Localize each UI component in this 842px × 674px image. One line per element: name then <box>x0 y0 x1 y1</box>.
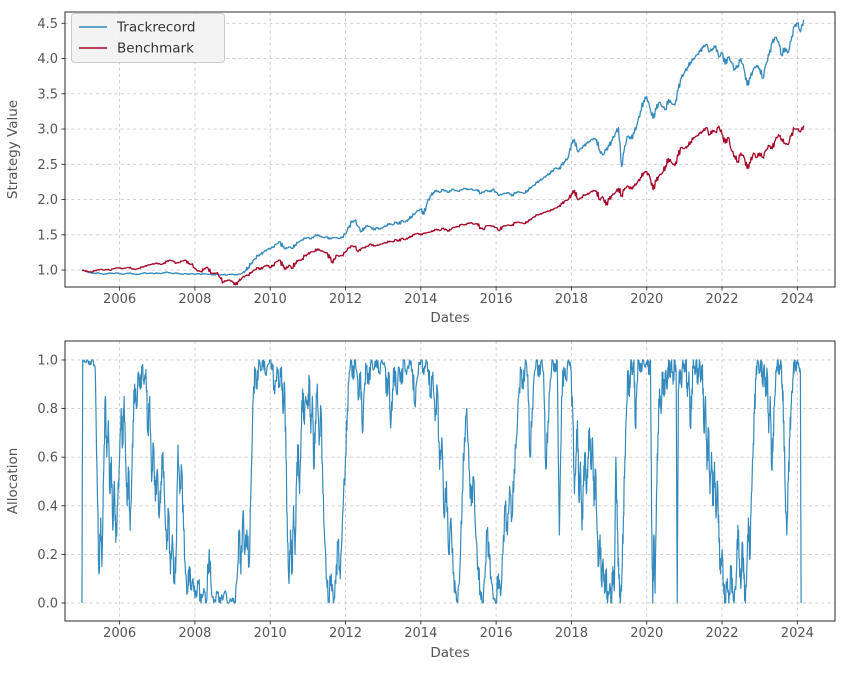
strategy-x-tick-label: 2024 <box>781 292 814 307</box>
strategy-x-tick-label: 2012 <box>329 292 362 307</box>
allocation-line <box>81 359 802 604</box>
trackrecord-line <box>81 19 805 276</box>
strategy-y-tick-label: 2.5 <box>37 158 58 173</box>
allocation-x-tick-label: 2016 <box>480 626 513 641</box>
legend-label-benchmark: Benchmark <box>117 41 194 57</box>
strategy-x-tick-label: 2022 <box>705 292 738 307</box>
strategy-y-tick-label: 3.5 <box>37 87 58 102</box>
allocation-y-tick-label: 1.0 <box>37 353 58 368</box>
strategy-y-tick-label: 1.0 <box>37 264 58 279</box>
strategy-y-tick-label: 1.5 <box>37 228 58 243</box>
strategy-x-axis-label: Dates <box>430 310 469 326</box>
allocation-x-tick-label: 2018 <box>555 626 588 641</box>
strategy-axes-box <box>64 11 836 288</box>
allocation-x-tick-label: 2006 <box>103 626 136 641</box>
strategy-x-tick-label: 2010 <box>254 292 287 307</box>
allocation-y-tick-label: 0.0 <box>37 597 58 612</box>
allocation-x-tick-label: 2024 <box>781 626 814 641</box>
strategy-y-axis-label: Strategy Value <box>5 100 21 199</box>
allocation-x-tick-label: 2008 <box>178 626 211 641</box>
strategy-x-tick-label: 2016 <box>480 292 513 307</box>
allocation-y-tick-label: 0.6 <box>37 451 58 466</box>
strategy-x-tick-label: 2014 <box>404 292 437 307</box>
allocation-y-tick-label: 0.4 <box>37 499 58 514</box>
allocation-x-tick-label: 2012 <box>329 626 362 641</box>
legend-label-trackrecord: Trackrecord <box>116 20 195 36</box>
strategy-x-tick-label: 2008 <box>178 292 211 307</box>
allocation-x-tick-label: 2014 <box>404 626 437 641</box>
strategy-x-tick-label: 2020 <box>630 292 663 307</box>
strategy-x-tick-label: 2018 <box>555 292 588 307</box>
allocation-x-tick-label: 2022 <box>705 626 738 641</box>
allocation-y-tick-label: 0.2 <box>37 548 58 563</box>
strategy-y-tick-label: 4.5 <box>37 17 58 32</box>
strategy-y-tick-label: 3.0 <box>37 123 58 138</box>
allocation-y-axis-label: Allocation <box>5 448 21 515</box>
allocation-x-tick-label: 2010 <box>254 626 287 641</box>
allocation-x-tick-label: 2020 <box>630 626 663 641</box>
strategy-x-tick-label: 2006 <box>103 292 136 307</box>
allocation-axes-box <box>64 340 836 622</box>
strategy-y-tick-label: 4.0 <box>37 52 58 67</box>
benchmark-line <box>81 125 805 286</box>
allocation-x-axis-label: Dates <box>430 645 469 661</box>
legend <box>71 13 225 63</box>
strategy-y-tick-label: 2.0 <box>37 193 58 208</box>
allocation-y-tick-label: 0.8 <box>37 402 58 417</box>
